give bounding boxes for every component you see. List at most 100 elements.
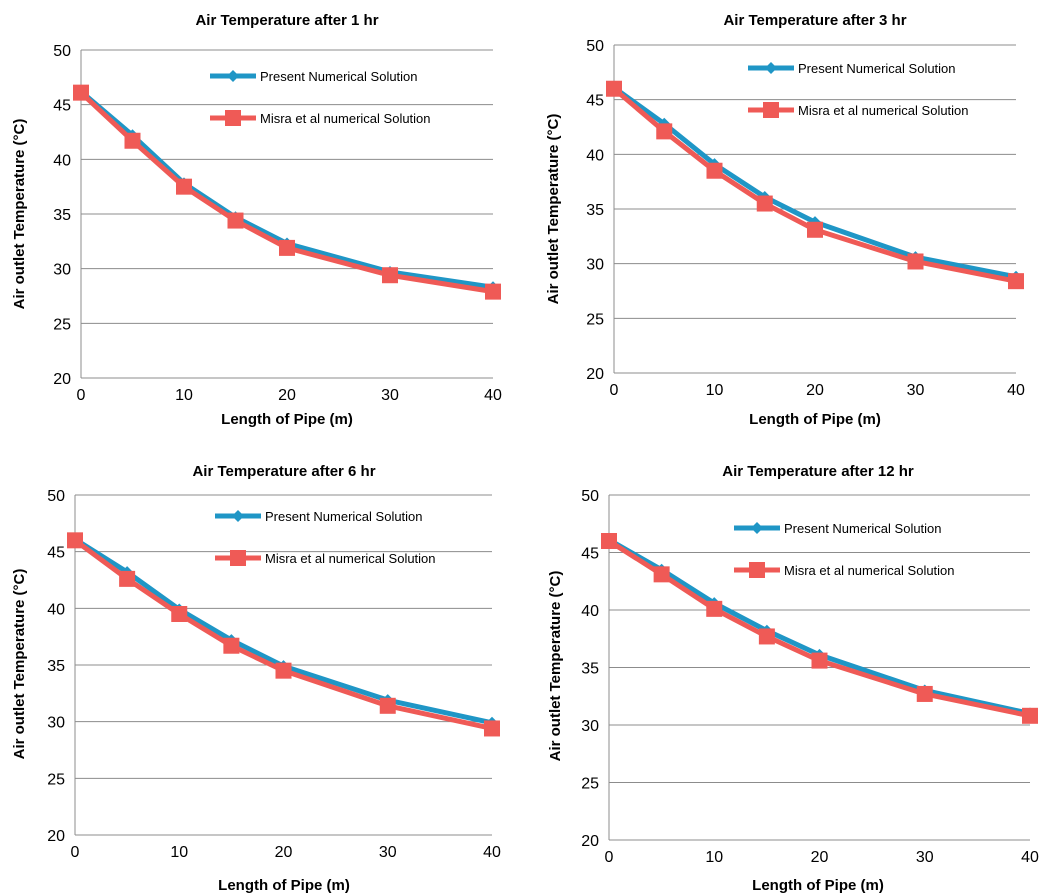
series-line-present: [73, 537, 493, 726]
legend-marker: [227, 70, 239, 82]
data-point-misra: [807, 221, 823, 238]
series-line-misra: [73, 538, 493, 731]
y-tick-label: 50: [586, 38, 604, 55]
x-tick-label: 10: [170, 844, 188, 861]
y-tick-label: 35: [47, 658, 65, 675]
chart-panel-6hr: Air Temperature after 6 hr Length of Pip…: [11, 463, 501, 894]
y-tick-label: 50: [581, 488, 599, 505]
y-axis-title: Air outlet Temperature (°C): [545, 114, 562, 305]
y-tick-label: 25: [53, 316, 71, 333]
x-axis-title: Length of Pipe (m): [218, 877, 350, 894]
data-point-misra: [916, 685, 933, 702]
x-tick-label: 30: [907, 382, 925, 399]
y-tick-label: 20: [581, 833, 599, 850]
x-tick-label: 30: [379, 844, 397, 861]
data-point-misra: [811, 652, 828, 669]
y-tick-label: 25: [581, 776, 599, 793]
y-tick-label: 30: [581, 718, 599, 735]
y-tick-label: 20: [53, 371, 71, 388]
data-point-misra: [124, 132, 141, 149]
y-axis-title: Air outlet Temperature (°C): [547, 571, 564, 762]
legend-label: Present Numerical Solution: [260, 69, 418, 84]
x-tick-label: 30: [916, 849, 934, 866]
data-point-misra: [656, 123, 673, 140]
data-point-misra: [227, 212, 244, 229]
data-point-misra: [379, 697, 396, 714]
y-tick-label: 35: [581, 661, 599, 678]
chart-panel-12hr: Air Temperature after 12 hr Length of Pi…: [547, 463, 1039, 894]
y-tick-label: 20: [47, 828, 65, 845]
y-tick-label: 45: [581, 546, 599, 563]
legend-marker: [749, 562, 765, 578]
legend-marker: [230, 550, 246, 566]
data-point-misra: [907, 253, 924, 270]
x-axis-title: Length of Pipe (m): [749, 411, 881, 428]
legend-marker: [765, 62, 777, 74]
data-point-misra: [176, 178, 192, 195]
data-point-misra: [67, 532, 83, 549]
legend-label: Present Numerical Solution: [784, 521, 942, 536]
y-tick-label: 45: [47, 545, 65, 562]
legend-marker: [763, 102, 779, 118]
legend-marker: [751, 522, 763, 534]
x-axis-title: Length of Pipe (m): [752, 877, 884, 894]
chart-title: Air Temperature after 1 hr: [195, 12, 378, 29]
legend-label: Misra et al numerical Solution: [798, 103, 969, 118]
data-point-misra: [279, 239, 295, 256]
y-tick-label: 25: [47, 771, 65, 788]
chart-title: Air Temperature after 6 hr: [192, 463, 375, 480]
y-tick-label: 45: [586, 93, 604, 110]
data-point-misra: [758, 628, 775, 645]
y-tick-label: 40: [581, 603, 599, 620]
data-point-misra: [706, 600, 723, 617]
legend-label: Misra et al numerical Solution: [260, 111, 431, 126]
data-point-misra: [1008, 273, 1024, 290]
x-tick-label: 20: [278, 387, 296, 404]
data-point-misra: [606, 80, 622, 97]
legend-label: Misra et al numerical Solution: [265, 551, 436, 566]
legend-label: Misra et al numerical Solution: [784, 563, 955, 578]
y-tick-label: 35: [53, 207, 71, 224]
legend-label: Present Numerical Solution: [798, 61, 956, 76]
y-axis-title: Air outlet Temperature (°C): [11, 569, 28, 760]
x-tick-label: 10: [706, 382, 724, 399]
y-tick-label: 35: [586, 202, 604, 219]
x-tick-label: 30: [381, 387, 399, 404]
x-tick-label: 20: [811, 849, 829, 866]
x-tick-label: 40: [483, 844, 501, 861]
y-tick-label: 30: [586, 257, 604, 274]
chart-panel-1hr: Air Temperature after 1 hr Length of Pip…: [11, 12, 502, 428]
chart-title: Air Temperature after 12 hr: [722, 463, 914, 480]
x-tick-label: 0: [71, 844, 80, 861]
x-tick-label: 20: [806, 382, 824, 399]
x-tick-label: 0: [605, 849, 614, 866]
y-tick-label: 20: [586, 366, 604, 383]
y-axis-title: Air outlet Temperature (°C): [11, 119, 28, 310]
x-tick-label: 40: [1007, 382, 1025, 399]
x-axis-title: Length of Pipe (m): [221, 411, 353, 428]
data-point-misra: [756, 195, 773, 212]
data-point-misra: [706, 162, 723, 179]
x-tick-label: 20: [275, 844, 293, 861]
x-tick-label: 10: [175, 387, 193, 404]
x-tick-label: 0: [610, 382, 619, 399]
data-point-misra: [382, 267, 398, 284]
x-tick-label: 10: [705, 849, 723, 866]
legend-marker: [232, 510, 244, 522]
data-point-misra: [171, 606, 188, 622]
y-tick-label: 45: [53, 98, 71, 115]
legend-marker: [225, 110, 241, 126]
y-tick-label: 50: [53, 43, 71, 60]
y-tick-label: 25: [586, 311, 604, 328]
legend-label: Present Numerical Solution: [265, 509, 423, 524]
y-tick-label: 30: [47, 715, 65, 732]
data-point-misra: [119, 570, 136, 587]
data-point-misra: [485, 283, 501, 300]
data-point-misra: [73, 84, 89, 101]
x-tick-label: 0: [77, 387, 86, 404]
y-tick-label: 40: [586, 147, 604, 164]
data-point-misra: [223, 637, 240, 654]
y-tick-label: 50: [47, 488, 65, 505]
data-point-misra: [275, 662, 292, 679]
